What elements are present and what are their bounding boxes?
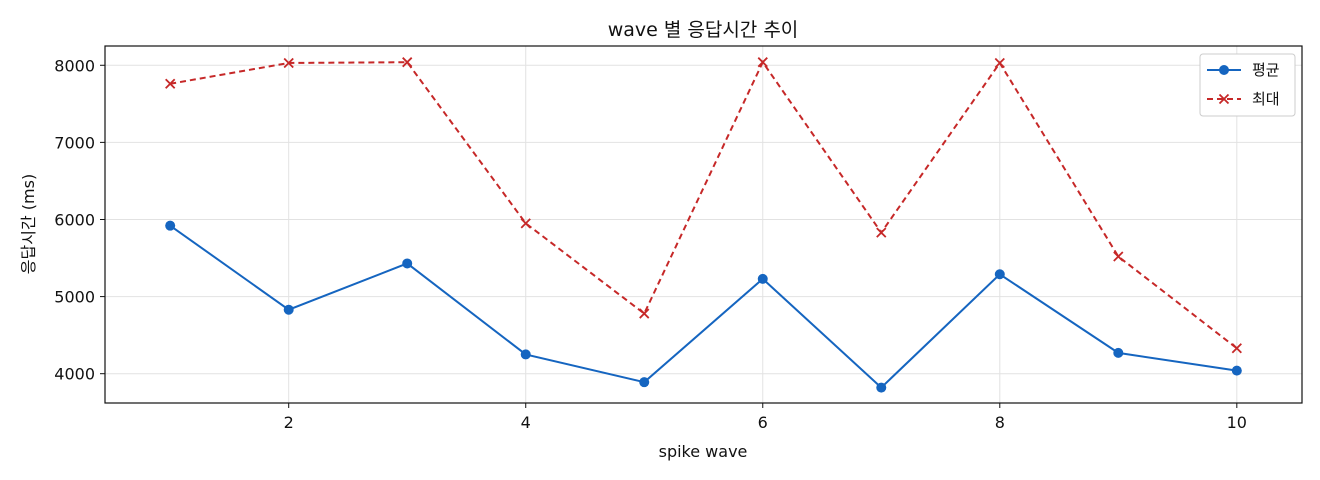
y-tick-label: 7000 <box>54 133 95 152</box>
series-2-point <box>520 218 531 229</box>
legend-label-series-1: 평균 <box>1252 61 1280 79</box>
x-tick-label: 10 <box>1227 413 1247 432</box>
series-2-line <box>170 60 1238 350</box>
series-layer <box>165 57 1242 393</box>
legend-marker-series-1 <box>1219 65 1229 75</box>
series-1-point <box>1231 365 1242 376</box>
x-axis-label: spike wave <box>659 442 748 461</box>
y-tick-label: 6000 <box>54 210 95 229</box>
series-2-point <box>283 57 294 69</box>
y-tick-label: 8000 <box>54 56 95 75</box>
grid <box>105 46 1302 403</box>
series-2-point <box>165 78 176 89</box>
series-1-point <box>402 258 413 269</box>
series-2-point <box>876 227 887 238</box>
x-tick-label: 6 <box>758 413 768 432</box>
series-2-point <box>1113 251 1124 262</box>
series-1-point <box>1113 347 1124 358</box>
series-2-point <box>639 308 650 319</box>
plot-frame <box>104 45 1303 404</box>
series-1-point <box>876 382 887 393</box>
y-tick-label: 5000 <box>54 288 95 307</box>
legend: 평균 최대 <box>1199 53 1296 117</box>
x-tick-label: 4 <box>521 413 531 432</box>
series-1-line <box>169 224 1237 389</box>
series-2-point <box>757 57 768 68</box>
chart-title: wave 별 응답시간 추이 <box>608 19 799 41</box>
series-2-point <box>994 57 1005 69</box>
y-axis-label: 응답시간 (ms) <box>19 174 38 274</box>
legend-marker-series-2 <box>1218 93 1230 105</box>
series-1-point <box>639 377 650 388</box>
series-1-point <box>283 304 294 315</box>
series-1-point <box>520 349 531 360</box>
series-1-point <box>165 220 176 231</box>
series-2-point <box>402 57 413 68</box>
series-1-point <box>994 269 1005 280</box>
series-2-point <box>1231 343 1242 354</box>
legend-box <box>1199 53 1296 117</box>
series-1-point <box>757 273 768 284</box>
ticks: 2 4 6 8 10 4000 5000 6000 7000 8000 <box>54 56 1247 432</box>
legend-label-series-2: 최대 <box>1252 90 1280 108</box>
y-tick-label: 4000 <box>54 365 95 384</box>
x-tick-label: 8 <box>995 413 1005 432</box>
x-tick-label: 2 <box>284 413 294 432</box>
